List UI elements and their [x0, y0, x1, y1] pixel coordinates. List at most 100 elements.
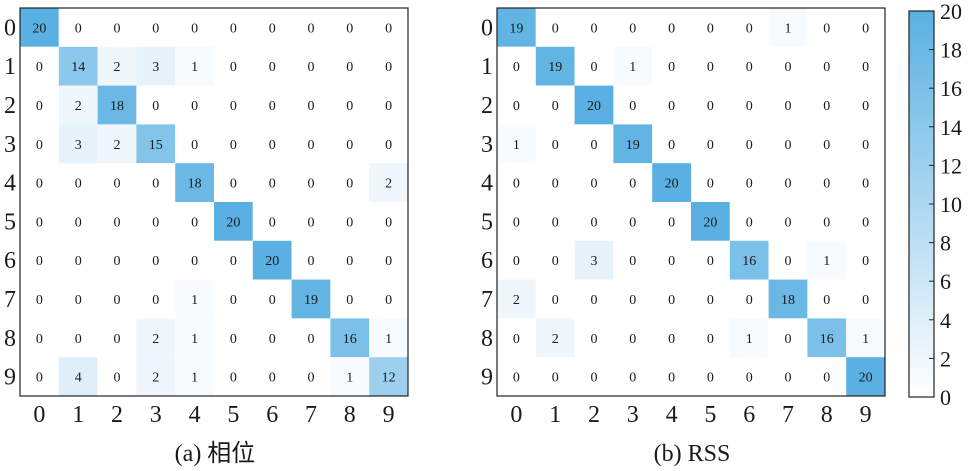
heatmap-cell: [330, 318, 370, 358]
heatmap-cell: [20, 163, 59, 202]
heatmap-cell: [175, 8, 214, 47]
heatmap-cell: [136, 8, 176, 47]
heatmap-cell: [574, 357, 614, 396]
cell-value-label: 0: [385, 21, 392, 36]
y-tick-label: 9: [4, 365, 16, 391]
cell-value-label: 0: [785, 215, 792, 230]
heatmap-cell: [330, 163, 370, 202]
x-tick-label: 2: [111, 402, 123, 428]
heatmap-cell: [729, 85, 769, 125]
cell-value-label: 18: [188, 177, 202, 192]
cell-value-label: 0: [513, 332, 520, 347]
cell-value-label: 0: [746, 371, 753, 386]
cell-value-label: 16: [343, 332, 357, 347]
heatmap-cell: [652, 240, 691, 280]
cell-value-label: 14: [71, 60, 85, 75]
heatmap-cell: [214, 318, 253, 358]
cell-value-label: 0: [668, 371, 675, 386]
cell-value-label: 0: [629, 21, 636, 36]
heatmap-cell: [497, 318, 536, 358]
cell-value-label: 0: [707, 60, 714, 75]
heatmap-cell: [535, 357, 575, 396]
cell-value-label: 1: [191, 371, 198, 386]
heatmap-cell: [691, 124, 730, 164]
cell-value-label: 19: [304, 293, 318, 308]
heatmap-cell: [729, 357, 769, 396]
cell-value-label: 0: [668, 254, 675, 269]
heatmap-cell: [58, 318, 98, 358]
heatmap-cell: [330, 357, 370, 396]
cell-value-label: 0: [668, 60, 675, 75]
cell-value-label: 0: [269, 177, 276, 192]
heatmap-cell: [691, 8, 730, 47]
heatmap-cell: [497, 46, 536, 86]
cell-value-label: 3: [75, 138, 82, 153]
heatmap-cell: [652, 279, 691, 319]
cell-value-label: 0: [230, 21, 237, 36]
cell-value-label: 0: [629, 177, 636, 192]
heatmap-cell: [846, 163, 885, 202]
heatmap-cell: [214, 124, 253, 164]
plot-frame: [19, 7, 409, 397]
y-tick-label: 9: [481, 365, 493, 391]
cell-value-label: 0: [591, 21, 598, 36]
cell-value-label: 0: [591, 215, 598, 230]
cell-value-label: 0: [114, 332, 121, 347]
heatmap-cell: [58, 202, 98, 241]
cell-value-label: 0: [308, 215, 315, 230]
cell-value-label: 20: [859, 371, 873, 386]
x-tick-label: 9: [860, 402, 872, 428]
heatmap-cell: [330, 124, 370, 164]
cell-value-label: 0: [346, 254, 353, 269]
heatmap-cell: [535, 240, 575, 280]
heatmap-cell: [574, 318, 614, 358]
heatmap-cell: [20, 318, 59, 358]
heatmap-cell: [613, 318, 653, 358]
cell-value-label: 0: [823, 99, 830, 114]
heatmap-cell: [535, 46, 575, 86]
heatmap-cell: [136, 85, 176, 125]
cell-value-label: 0: [552, 254, 559, 269]
cell-value-label: 0: [629, 293, 636, 308]
heatmap-cell: [58, 46, 98, 86]
heatmap-cell: [613, 240, 653, 280]
heatmap-cell: [214, 46, 253, 86]
y-tick-label: 8: [481, 326, 493, 352]
heatmap-cell: [846, 357, 885, 396]
cell-value-label: 1: [191, 332, 198, 347]
cell-value-label: 0: [707, 371, 714, 386]
heatmap-cell: [214, 240, 253, 280]
heatmap-cell: [846, 46, 885, 86]
heatmap-cell: [574, 202, 614, 241]
x-tick-label: 1: [72, 402, 84, 428]
cell-value-label: 0: [746, 215, 753, 230]
heatmap-cell: [729, 318, 769, 358]
heatmap-cell: [330, 8, 370, 47]
heatmap-cell: [846, 318, 885, 358]
cell-value-label: 0: [230, 293, 237, 308]
x-tick-label: 9: [383, 402, 395, 428]
heatmap-cell: [291, 124, 331, 164]
heatmap-cell: [535, 85, 575, 125]
cell-value-label: 0: [269, 99, 276, 114]
x-tick-label: 7: [305, 402, 317, 428]
cell-value-label: 0: [746, 99, 753, 114]
y-tick-label: 2: [4, 93, 16, 119]
cell-value-label: 0: [269, 215, 276, 230]
cell-value-label: 0: [269, 60, 276, 75]
cell-value-label: 0: [707, 293, 714, 308]
cell-value-label: 0: [629, 332, 636, 347]
cell-value-label: 0: [785, 138, 792, 153]
cell-value-label: 0: [191, 254, 198, 269]
heatmap-cell: [574, 163, 614, 202]
heatmap-cell: [330, 240, 370, 280]
cell-value-label: 0: [785, 177, 792, 192]
cell-value-label: 2: [152, 371, 159, 386]
cell-value-label: 0: [385, 99, 392, 114]
cell-value-label: 0: [346, 293, 353, 308]
heatmap-cell: [535, 124, 575, 164]
colorbar-tick-label: 14: [940, 115, 962, 140]
cell-value-label: 0: [552, 215, 559, 230]
cell-value-label: 0: [591, 138, 598, 153]
y-tick-label: 6: [481, 248, 493, 274]
